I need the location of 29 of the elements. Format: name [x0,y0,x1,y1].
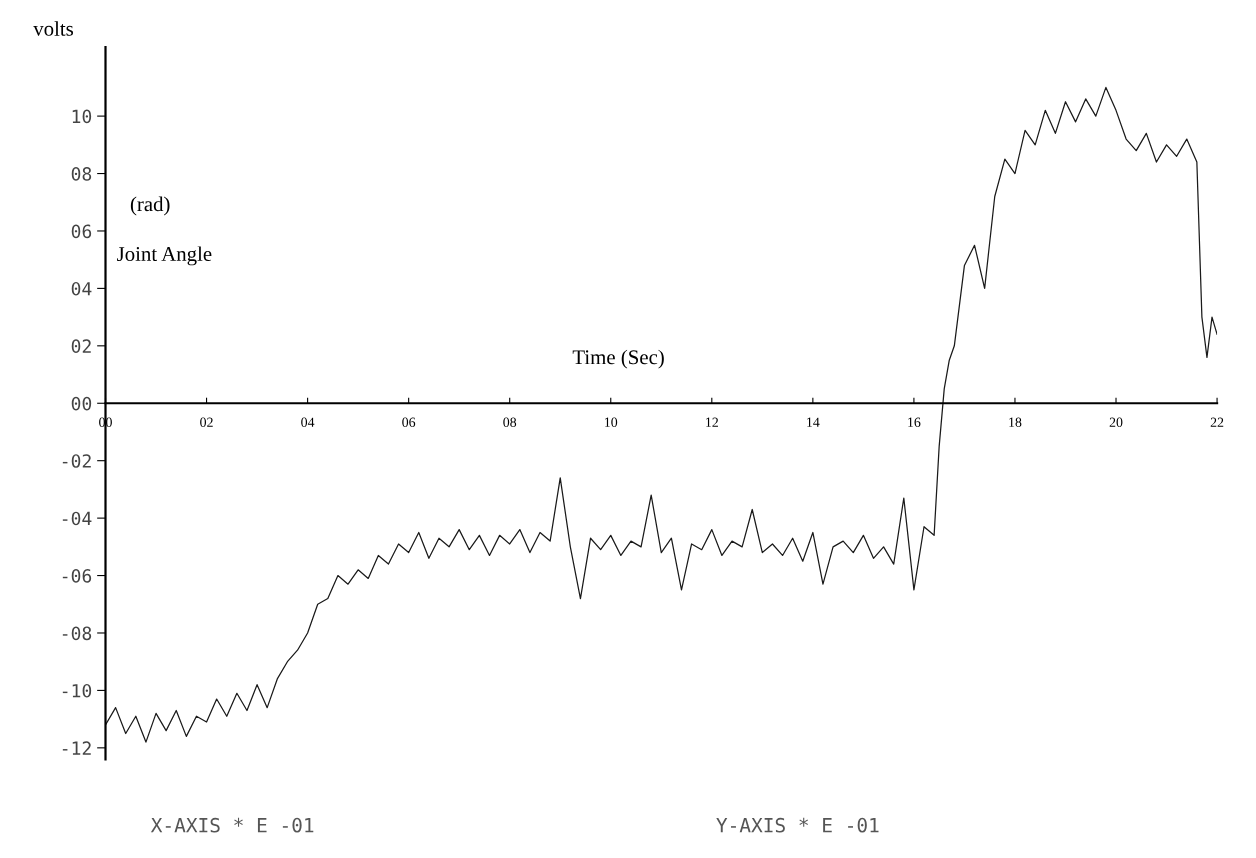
y-tick-label: 02 [71,339,91,353]
x-tick-label: 16 [908,417,921,427]
y-tick-label: -10 [62,683,92,698]
x-tick-label: 12 [706,417,718,427]
x-tick-label: 10 [605,417,618,427]
x-tick-label: 06 [402,417,416,427]
x-axis-title: Time (Sec) [572,349,664,369]
annotation: (rad) [130,196,170,216]
x-tick-label: 02 [200,417,213,427]
y-tick-label: 08 [71,167,92,181]
y-tick-label: -04 [62,511,92,526]
y-tick-label: 00 [71,396,92,411]
text: X-AXIS * E -01 [150,817,314,833]
y-tick-label: 06 [71,224,92,239]
x-tick-label: 14 [807,417,820,427]
y-tick-label: 04 [71,281,92,296]
x-tick-label: 04 [301,417,315,427]
x-tick-label: 18 [1009,417,1022,427]
y-tick-label: 10 [72,109,92,124]
y-tick-label: -12 [62,741,91,755]
y-tick-label: -08 [62,626,92,641]
y-tick-label: -06 [62,569,92,583]
y-axis-title: volts [33,21,74,36]
x-tick-label: 20 [1109,417,1123,427]
x-tick-label: 22 [1210,417,1224,427]
annotation: Joint Angle [117,246,212,266]
y-tick-label: -02 [62,454,91,468]
text: Y-AXIS * E -01 [716,817,879,833]
x-tick-label: 08 [503,417,517,427]
